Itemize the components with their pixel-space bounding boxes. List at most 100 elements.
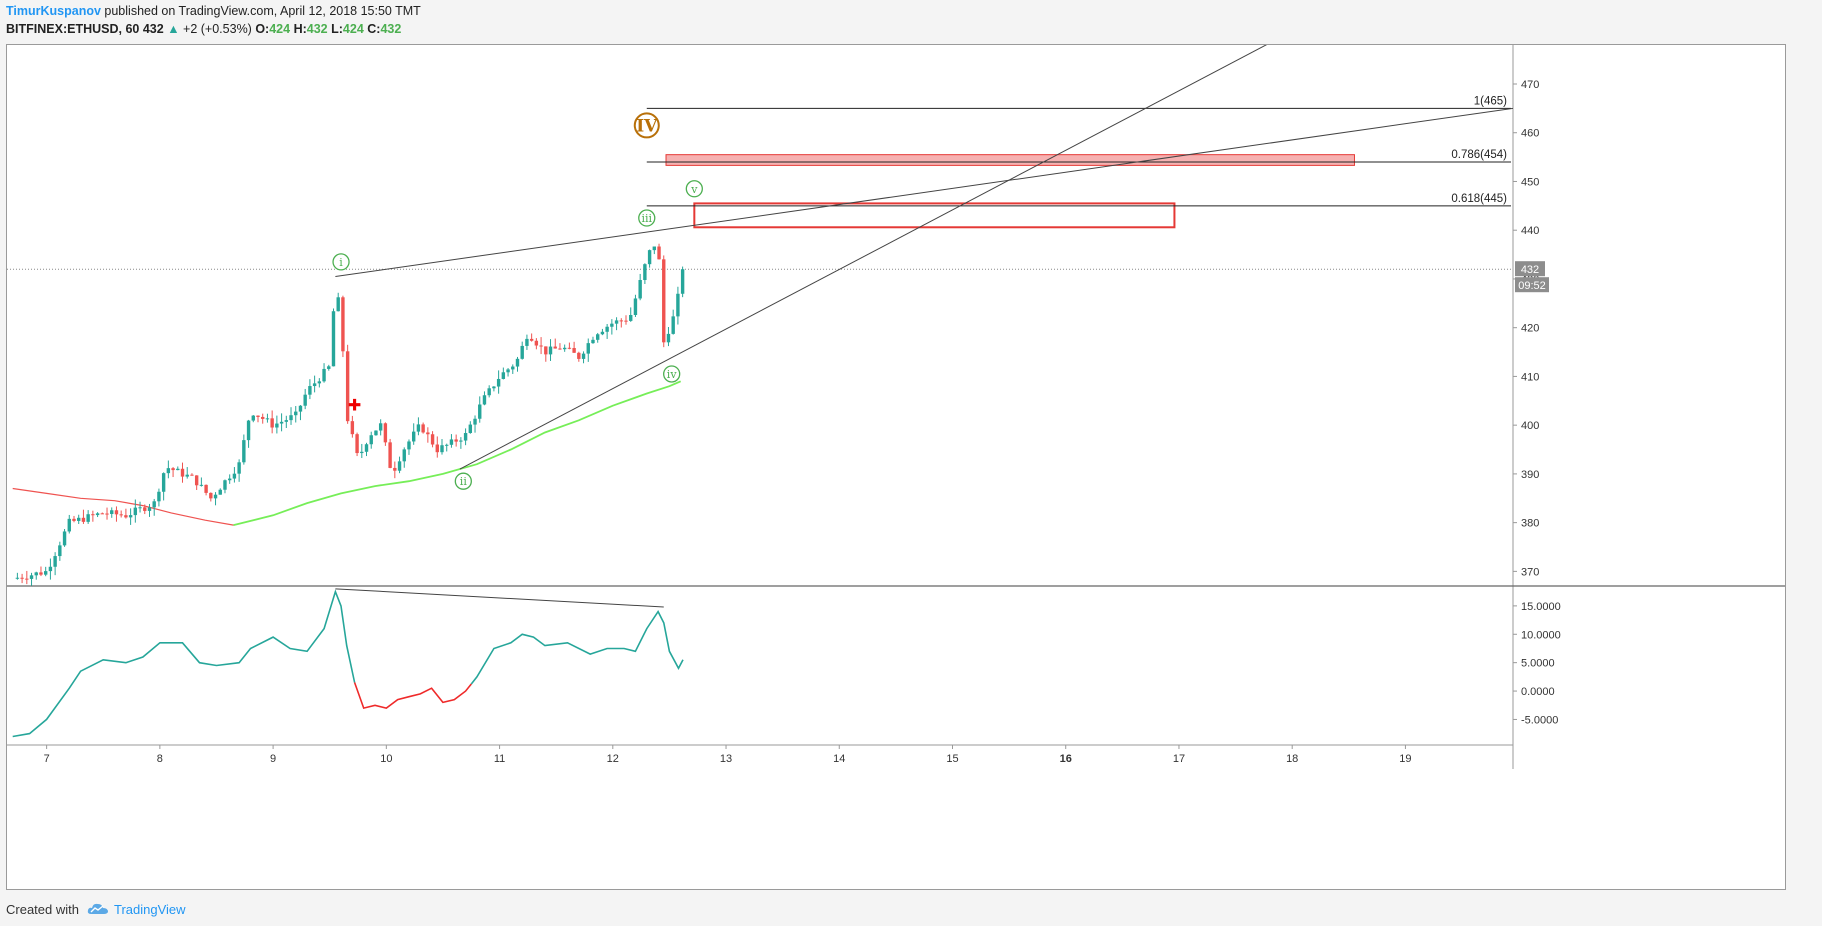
candle-body (133, 507, 138, 516)
time-tick-label: 15 (946, 753, 958, 765)
candle-body (157, 491, 161, 502)
candle-body (605, 326, 609, 332)
candle-body (496, 378, 501, 387)
indicator-tick-label: -5.0000 (1521, 714, 1558, 726)
candle-body (562, 347, 567, 350)
price-tick-label: 420 (1521, 323, 1539, 335)
candle-body (72, 518, 76, 521)
candle-body (666, 333, 671, 343)
price-tick-label: 400 (1521, 420, 1539, 432)
candle-body (218, 489, 222, 495)
candle-body (393, 467, 397, 471)
wave-label-iii: iii (638, 209, 656, 227)
candle-body (166, 468, 171, 474)
candle-body (647, 250, 652, 265)
candle-body (553, 346, 557, 349)
symbol-line: BITFINEX:ETHUSD, 60 432 ▲ +2 (+0.53%) O:… (6, 20, 1806, 38)
time-tick-label: 16 (1060, 753, 1072, 765)
up-arrow-icon: ▲ (167, 22, 180, 36)
candle-body (161, 473, 166, 492)
candle-body (34, 572, 38, 576)
candle-body (355, 434, 359, 454)
candle-body (67, 518, 71, 532)
symbol-label[interactable]: BITFINEX:ETHUSD, 60 (6, 22, 140, 36)
candle-body (81, 517, 86, 522)
candle-body (416, 424, 421, 432)
chart-frame[interactable]: 37038039040041042043044045046047015.0000… (6, 44, 1786, 890)
candle-body (449, 439, 454, 445)
candle-body (463, 433, 468, 441)
fib-level-label: 0.618(445) (1451, 193, 1507, 205)
low-value: 424 (342, 22, 364, 36)
candle-body (539, 345, 543, 347)
wave-label-i: i (332, 253, 350, 271)
candle-body (435, 444, 439, 453)
time-tick-label: 14 (833, 753, 845, 765)
chart-header: TimurKuspanov published on TradingView.c… (6, 2, 1806, 42)
published-text: published on TradingView.com, April 12, … (104, 4, 421, 18)
candle-body (312, 383, 317, 387)
candle-body (671, 316, 675, 334)
candle-body (633, 298, 638, 315)
candle-body (364, 444, 369, 452)
candle-body (426, 432, 430, 435)
candle-body (303, 394, 307, 406)
svg-text:i: i (339, 256, 343, 269)
cross-marker-icon: ✚ (348, 396, 361, 415)
candle-body (662, 259, 666, 343)
time-tick-label: 10 (380, 753, 392, 765)
candle-body (180, 468, 185, 477)
candle-body (643, 264, 647, 281)
candle-body (143, 507, 147, 511)
candle-body (581, 353, 586, 359)
candle-body (397, 461, 402, 471)
author-link[interactable]: TimurKuspanov (6, 4, 101, 18)
candle-body (473, 418, 477, 425)
candle-body (378, 423, 383, 431)
candle-body (284, 420, 289, 422)
candle-body (77, 517, 81, 521)
candle-body (624, 320, 628, 322)
indicator-line-negative (353, 682, 472, 710)
candle-body (407, 441, 411, 450)
candle-body (345, 351, 350, 422)
last-price: 432 (142, 22, 164, 36)
candle-body (48, 566, 53, 572)
candle-body (124, 515, 128, 518)
sma-green-line (233, 380, 682, 526)
publish-line: TimurKuspanov published on TradingView.c… (6, 2, 1806, 20)
last-price-label: 432 (1521, 264, 1539, 276)
candle-body (223, 480, 227, 490)
fib-level-label: 0.786(454) (1451, 149, 1507, 161)
candle-body (39, 572, 43, 575)
candle-body (577, 352, 581, 359)
countdown-badge: 09:52 (1515, 277, 1549, 293)
candle-body (275, 423, 279, 428)
candle-body (482, 395, 487, 405)
indicator-tick-label: 10.0000 (1521, 629, 1561, 641)
chart-canvas[interactable]: 37038039040041042043044045046047015.0000… (7, 45, 1785, 889)
indicator-divergence-line (335, 588, 664, 608)
indicator-tick-label: 5.0000 (1521, 658, 1555, 670)
candle-body (610, 323, 614, 327)
candle-body (548, 346, 553, 355)
candle-body (237, 462, 241, 474)
candle-body (341, 297, 345, 352)
candle-body (176, 468, 180, 471)
candle-body (492, 386, 496, 389)
wave-label-iv: iv (663, 365, 681, 383)
candle-body (534, 340, 539, 346)
time-tick-label: 13 (720, 753, 732, 765)
candle-body (15, 577, 20, 579)
tradingview-brand: TradingView (113, 901, 186, 917)
price-tick-label: 410 (1521, 371, 1539, 383)
candle-body (105, 513, 109, 515)
svg-text:IV: IV (636, 116, 658, 136)
candle-body (529, 338, 534, 341)
candle-body (331, 311, 336, 367)
candle-body (369, 435, 373, 445)
svg-text:v: v (690, 183, 698, 196)
candle-body (100, 513, 105, 515)
candle-body (515, 358, 520, 367)
tradingview-link[interactable]: TradingView (87, 902, 186, 917)
